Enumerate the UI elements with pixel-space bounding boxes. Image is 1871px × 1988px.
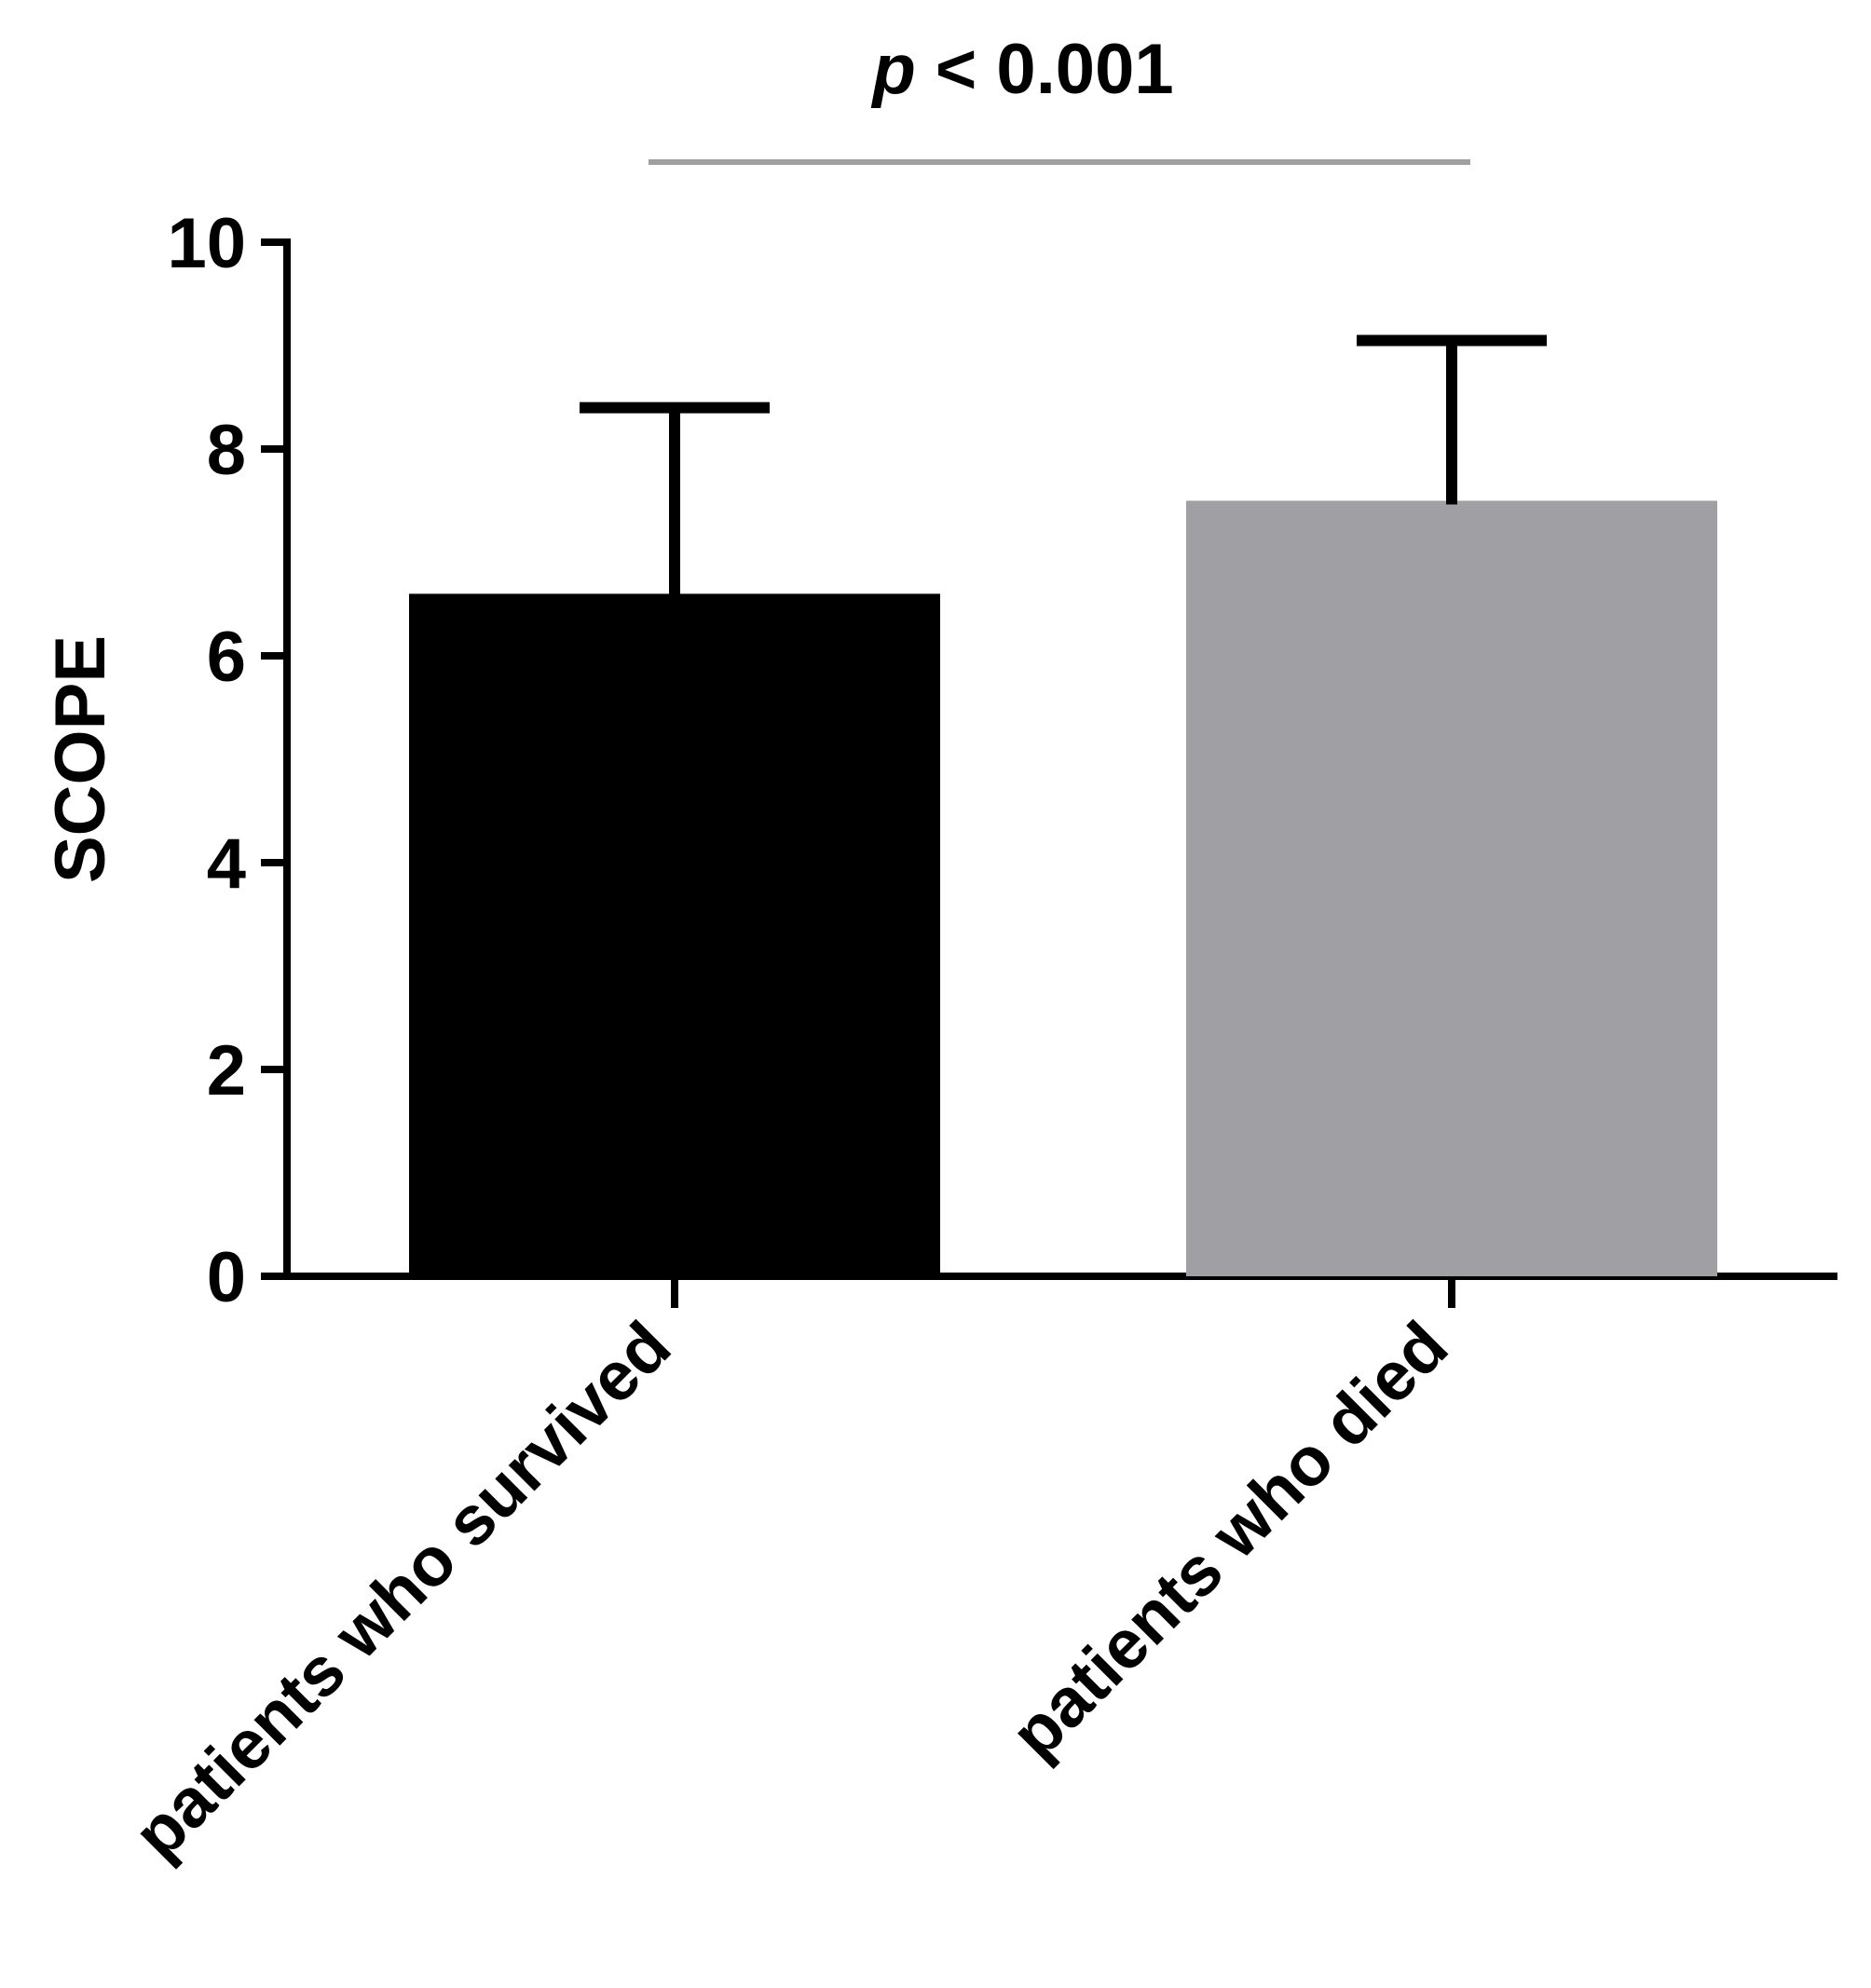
y-tick-label: 6 [207,618,246,697]
bar [409,593,940,1276]
y-tick-label: 2 [207,1031,246,1110]
y-tick-label: 0 [207,1238,246,1317]
x-category-label: patients who survived [118,1307,685,1873]
y-tick-label: 4 [207,824,246,904]
y-axis-ticks: 0 2 4 6 8 10 [167,204,287,1317]
y-axis-label: SCOPE [41,635,120,883]
y-tick-label: 10 [167,204,246,283]
y-tick-label: 8 [207,411,246,490]
x-category-label: patients who died [996,1307,1463,1774]
p-value-annotation: p < 0.001 [870,30,1173,109]
bar [1186,500,1717,1276]
bars [409,334,1717,1276]
p-symbol: p [870,30,915,109]
x-axis-ticks: patients who survived patients who died [118,1276,1462,1873]
p-threshold: < 0.001 [916,30,1174,109]
